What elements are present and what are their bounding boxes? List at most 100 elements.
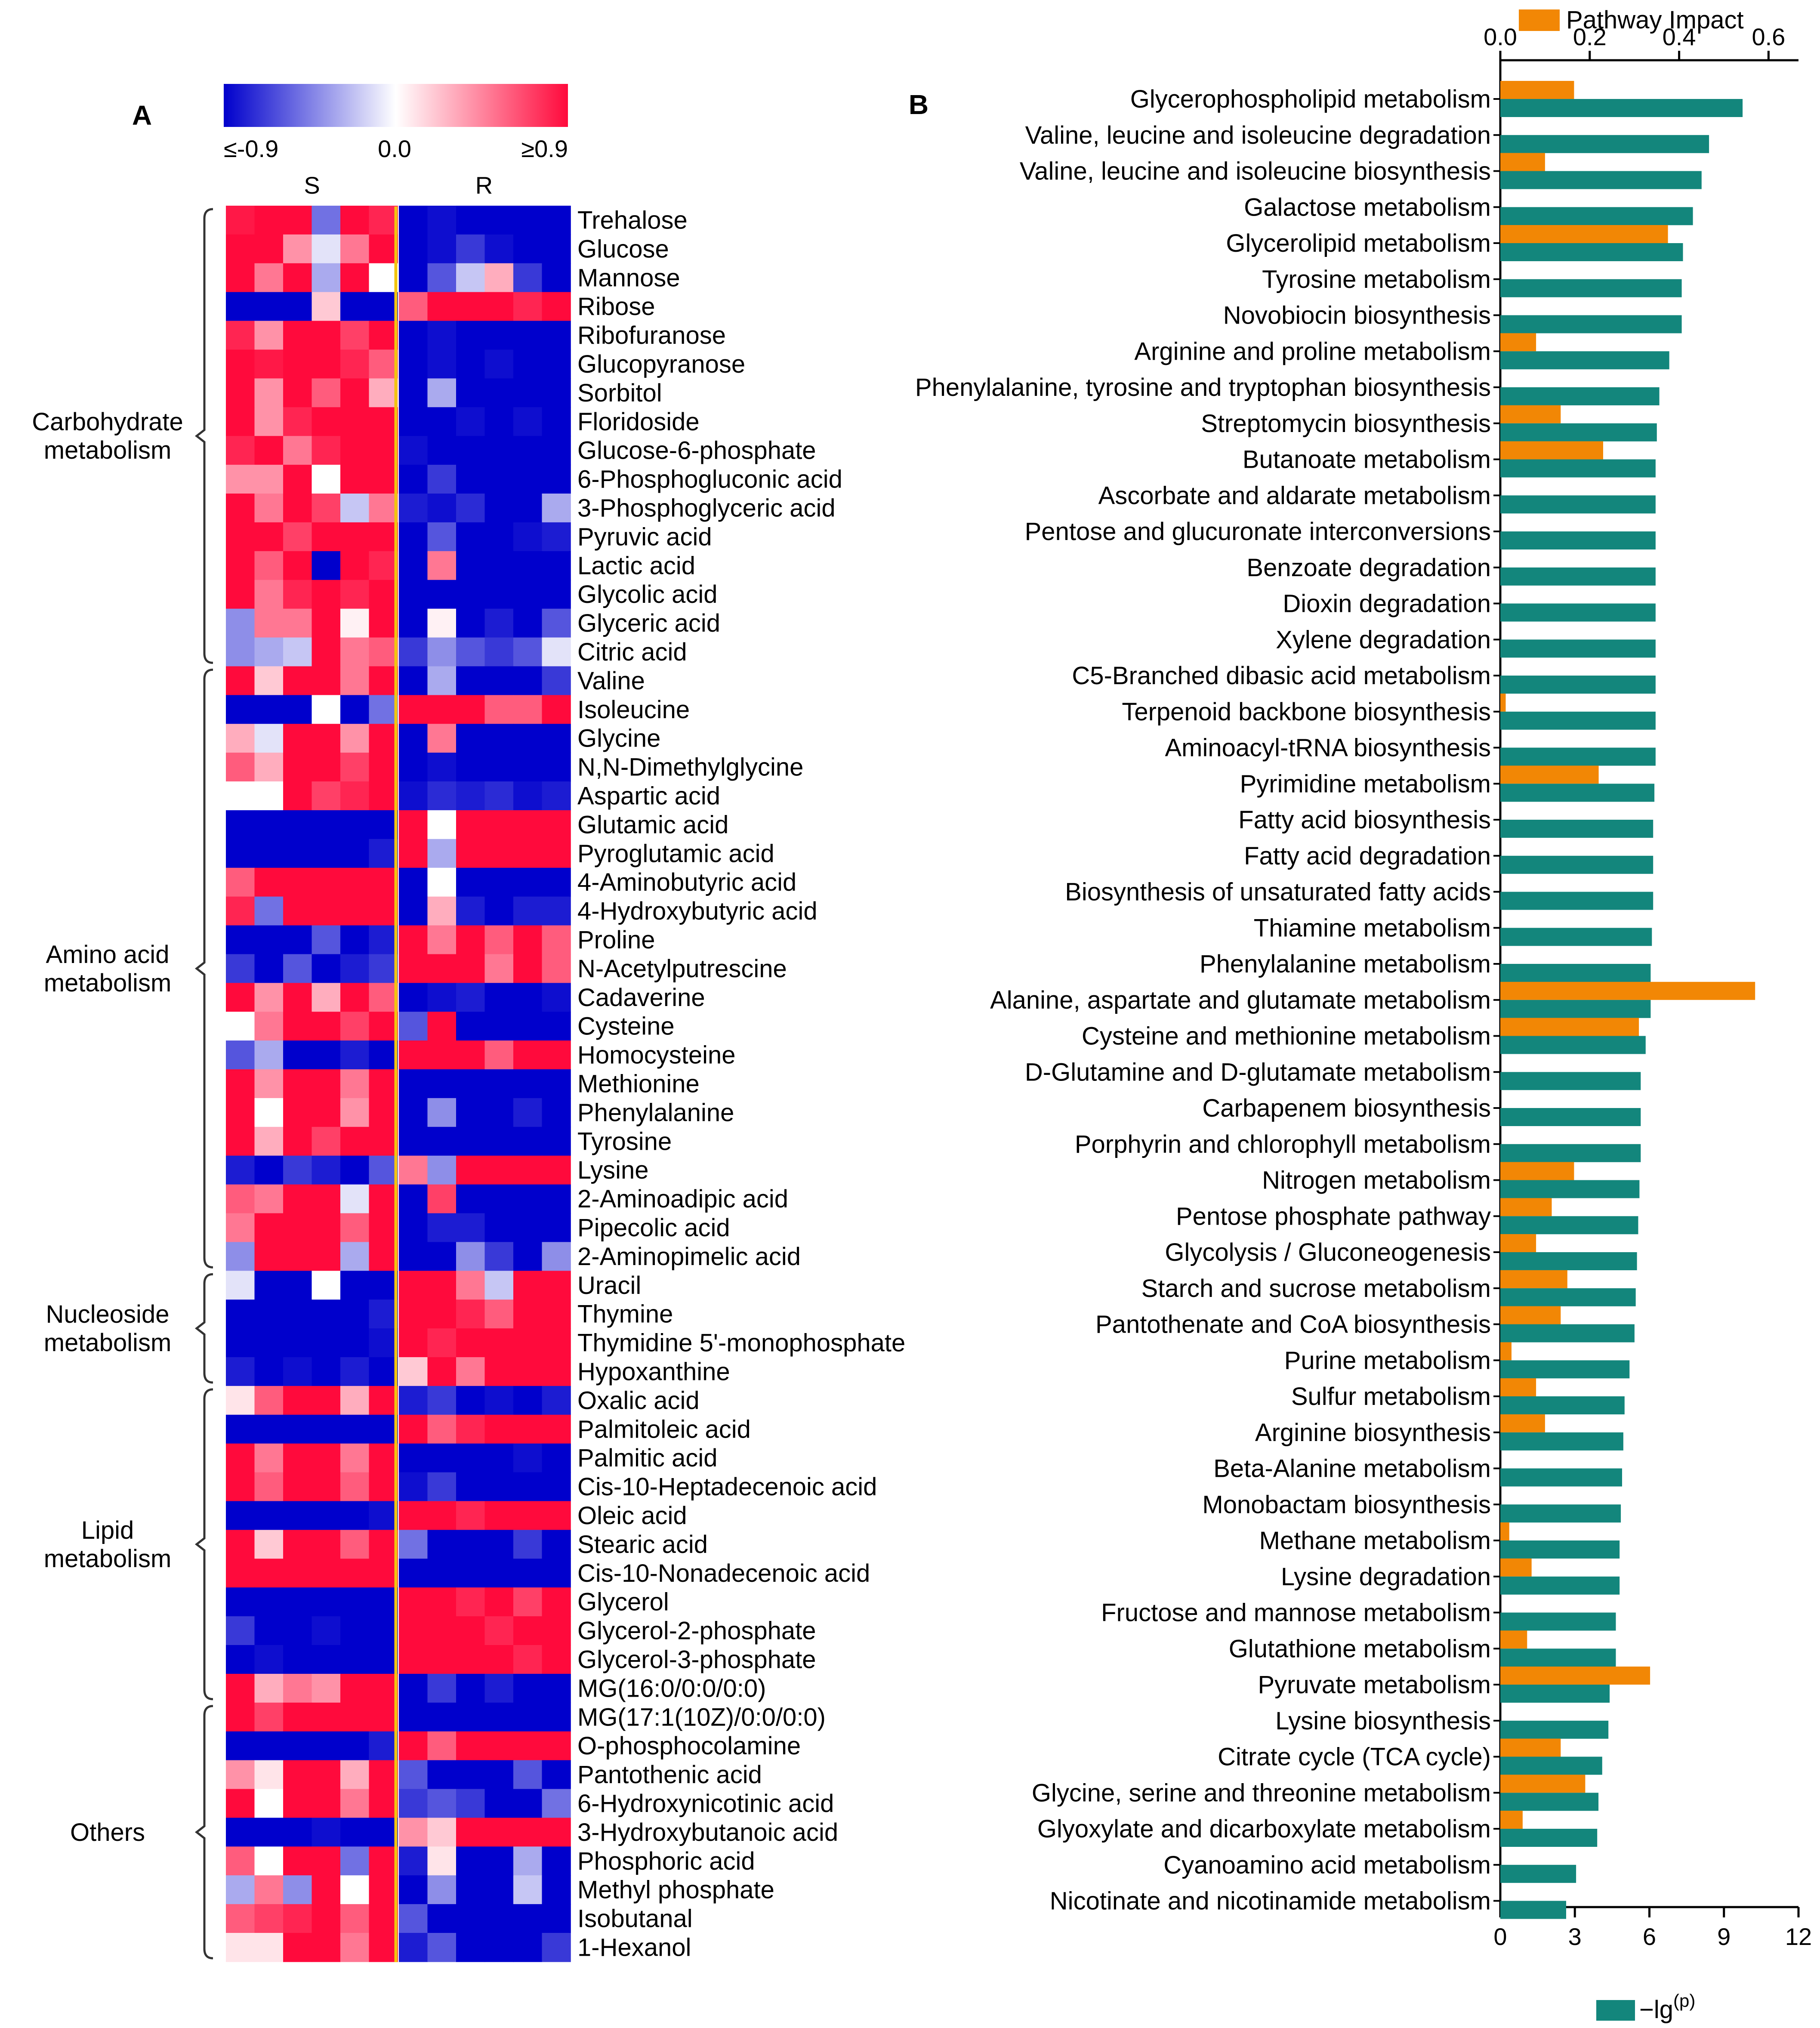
- metabolite-label: 3-Hydroxybutanoic acid: [577, 1818, 838, 1846]
- metabolite-label: Cysteine: [577, 1012, 675, 1040]
- heatmap-cell: [340, 1414, 370, 1444]
- heatmap-cell: [283, 1155, 312, 1185]
- heatmap-cell: [542, 1587, 571, 1617]
- heatmap-cell: [369, 1098, 398, 1127]
- pathway-label: Starch and sucrose metabolism: [1141, 1275, 1491, 1303]
- heatmap-cell: [340, 234, 370, 264]
- heatmap-cell: [369, 234, 398, 264]
- heatmap-cell: [399, 608, 428, 638]
- heatmap-cell: [340, 1300, 370, 1329]
- heatmap-cell: [254, 1501, 284, 1531]
- metabolite-label: Glucose: [577, 235, 669, 263]
- heatmap-cell: [283, 637, 312, 667]
- bottom-axis-tick-label: 3: [1568, 1923, 1582, 1950]
- heatmap-cell: [542, 1789, 571, 1818]
- heatmap-cell: [513, 1069, 543, 1099]
- heatmap-cell: [484, 1012, 514, 1041]
- heatmap-cell: [399, 321, 428, 350]
- heatmap-cell: [513, 1127, 543, 1156]
- neglogp-bar: [1500, 1793, 1599, 1811]
- neglogp-bar: [1500, 243, 1683, 261]
- heatmap-cell: [312, 1846, 341, 1876]
- neglogp-bar: [1500, 171, 1702, 189]
- heatmap-cell: [312, 292, 341, 321]
- heatmap-cell: [484, 1414, 514, 1444]
- pathway-label: Purine metabolism: [1284, 1346, 1491, 1374]
- heatmap-cell: [456, 1933, 485, 1962]
- metabolite-label: Methionine: [577, 1070, 700, 1098]
- heatmap-cell: [456, 1818, 485, 1847]
- heatmap-cell: [283, 378, 312, 408]
- heatmap-cell: [283, 1933, 312, 1962]
- heatmap-cell: [369, 407, 398, 436]
- heatmap-cell: [254, 896, 284, 926]
- impact-bar: [1500, 1234, 1536, 1252]
- heatmap-cell: [484, 724, 514, 753]
- heatmap-cell: [283, 666, 312, 696]
- heatmap-cell: [312, 954, 341, 984]
- heatmap-cell: [456, 1645, 485, 1674]
- heatmap-cell: [484, 1300, 514, 1329]
- heatmap-cell: [340, 349, 370, 379]
- heatmap-cell: [513, 1587, 543, 1617]
- pathway-label: Benzoate degradation: [1246, 554, 1491, 582]
- heatmap-cell: [312, 1069, 341, 1099]
- group-label: metabolism: [44, 436, 172, 464]
- heatmap-cell: [283, 954, 312, 984]
- heatmap-cell: [513, 407, 543, 436]
- heatmap-cell: [513, 1242, 543, 1272]
- heatmap-cell: [399, 1040, 428, 1070]
- colorbar-max-label: ≥0.9: [521, 135, 568, 162]
- heatmap-cell: [542, 1213, 571, 1243]
- heatmap-cell: [427, 1357, 457, 1386]
- heatmap-cell: [513, 1731, 543, 1761]
- heatmap-cell: [456, 781, 485, 811]
- impact-bar: [1500, 1378, 1536, 1396]
- heatmap-cell: [456, 551, 485, 580]
- legend-neglogp-label: −lg(p): [1639, 1991, 1695, 2024]
- heatmap-cell: [283, 1242, 312, 1272]
- heatmap-cell: [254, 666, 284, 696]
- heatmap-cell: [484, 1760, 514, 1790]
- heatmap-cell: [283, 1501, 312, 1531]
- neglogp-bar: [1500, 1144, 1641, 1162]
- heatmap-cell: [427, 1904, 457, 1933]
- heatmap-cell: [427, 1386, 457, 1415]
- neglogp-bar: [1500, 1360, 1630, 1379]
- heatmap-cell: [427, 465, 457, 494]
- heatmap-cell: [254, 1559, 284, 1588]
- heatmap-cell: [399, 1357, 428, 1386]
- heatmap-cell: [254, 839, 284, 868]
- heatmap-cell: [513, 867, 543, 897]
- heatmap-cell: [427, 522, 457, 552]
- heatmap-cell: [340, 1789, 370, 1818]
- neglogp-bar: [1500, 459, 1656, 478]
- metabolite-label: Valine: [577, 667, 645, 695]
- heatmap-cell: [399, 206, 428, 235]
- heatmap-cell: [226, 1530, 255, 1559]
- heatmap-cell: [369, 1357, 398, 1386]
- heatmap-cell: [283, 263, 312, 293]
- pathway-label: Butanoate metabolism: [1243, 446, 1491, 474]
- heatmap-cell: [484, 839, 514, 868]
- heatmap-cell: [399, 1673, 428, 1703]
- heatmap-cell: [369, 522, 398, 552]
- heatmap-cell: [312, 1098, 341, 1127]
- heatmap-cell: [427, 580, 457, 609]
- heatmap-cell: [399, 494, 428, 523]
- heatmap-cell: [340, 1702, 370, 1732]
- heatmap-cell: [369, 1155, 398, 1185]
- pathway-label: Fatty acid degradation: [1244, 842, 1491, 870]
- heatmap-cell: [254, 1184, 284, 1214]
- neglogp-bar: [1500, 1540, 1620, 1559]
- heatmap-cell: [312, 1127, 341, 1156]
- heatmap-cell: [312, 1789, 341, 1818]
- heatmap-cell: [226, 1789, 255, 1818]
- heatmap-cell: [312, 465, 341, 494]
- pathway-label: Lysine biosynthesis: [1275, 1707, 1491, 1735]
- heatmap-cell: [542, 954, 571, 984]
- heatmap-cell: [226, 263, 255, 293]
- heatmap-cell: [283, 1616, 312, 1645]
- pathway-label: Cyanoamino acid metabolism: [1163, 1851, 1491, 1879]
- legend-pathway-impact-label: Pathway Impact: [1566, 6, 1744, 34]
